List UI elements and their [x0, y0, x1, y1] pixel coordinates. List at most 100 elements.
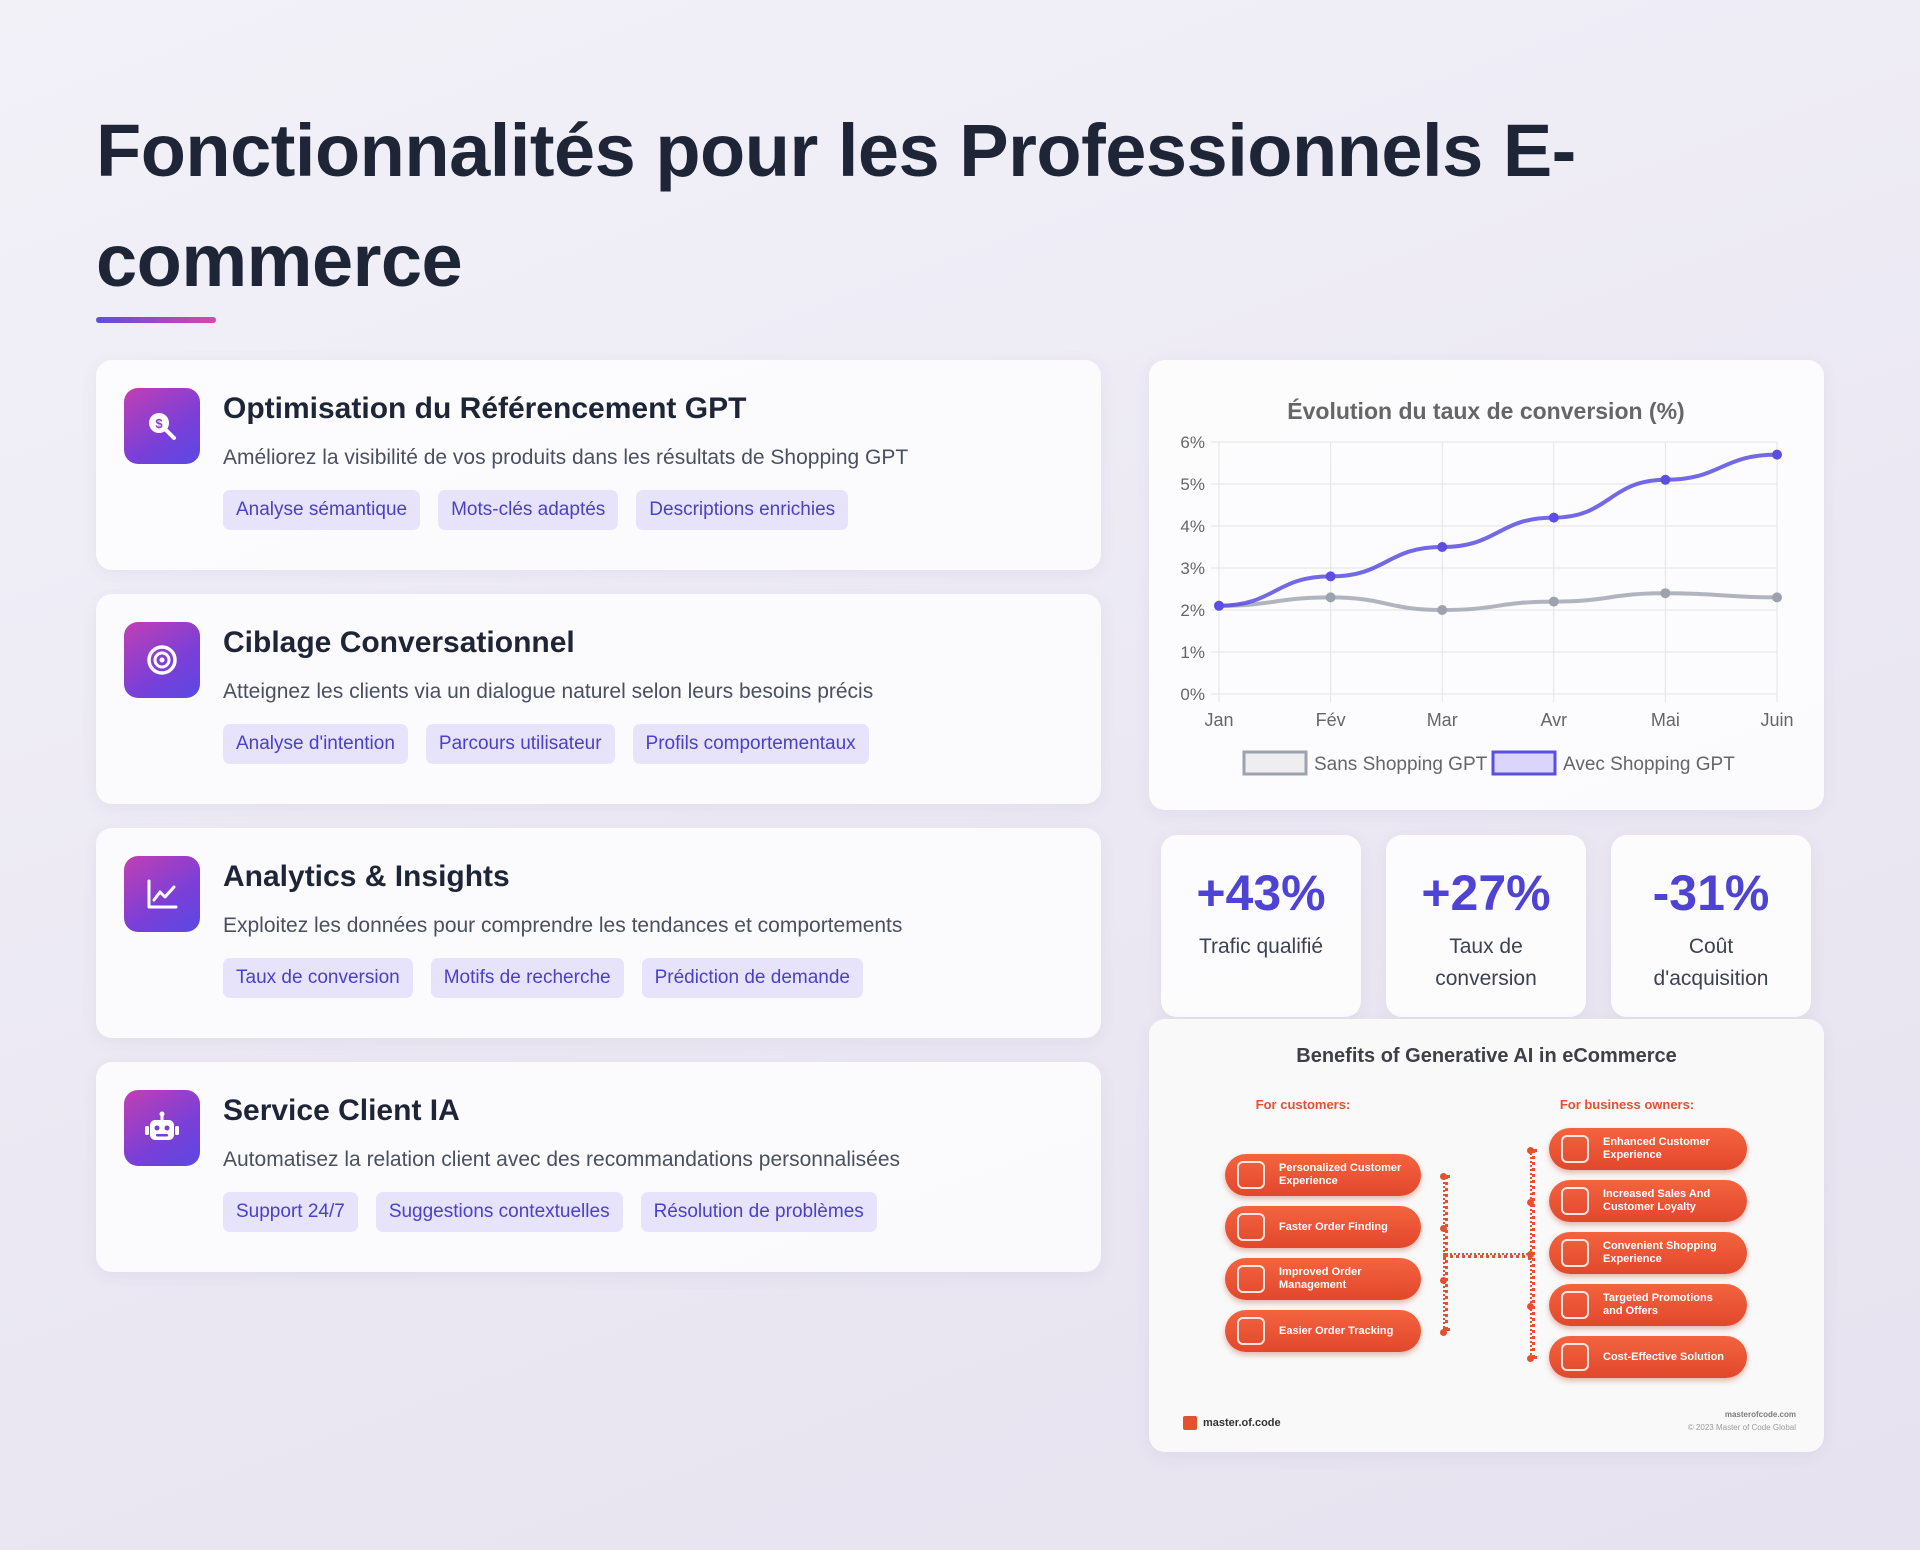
tag: Prédiction de demande — [641, 958, 863, 998]
pill-label: Easier Order Tracking — [1279, 1324, 1394, 1337]
footer-site: masterofcode.com — [1724, 1410, 1796, 1419]
data-point — [1325, 592, 1336, 603]
title-underline — [96, 317, 216, 323]
customer-benefit-pill: Personalized Customer Experience — [1225, 1154, 1421, 1196]
data-point — [1772, 592, 1782, 603]
sales-growth-icon — [1561, 1187, 1589, 1215]
pill-label: Cost-Effective Solution — [1603, 1350, 1725, 1363]
data-point — [1660, 588, 1671, 599]
y-tick-label: 0% — [1180, 685, 1205, 704]
tag-list: Analyse sémantique Mots-clés adaptés Des… — [223, 490, 849, 530]
brand-logo: master.of.code — [1183, 1416, 1281, 1430]
connector-dot — [1527, 1303, 1534, 1310]
stat-label: Trafic qualifié — [1198, 935, 1324, 958]
owner-benefit-pill: Cost-Effective Solution — [1549, 1336, 1747, 1378]
dollar-search-icon: $ — [124, 388, 200, 464]
feature-card-targeting: Ciblage Conversationnel Atteignez les cl… — [96, 594, 1101, 804]
infographic-title: Benefits of Generative AI in eCommerce — [1296, 1045, 1677, 1067]
data-point — [1548, 512, 1559, 523]
chart-title: Évolution du taux de conversion (%) — [1287, 397, 1684, 424]
order-management-icon — [1237, 1265, 1265, 1293]
data-point — [1325, 571, 1336, 582]
feature-description: Améliorez la visibilité de vos produits … — [223, 446, 909, 469]
pill-label: Increased Sales And Customer Loyalty — [1603, 1188, 1711, 1213]
owner-benefit-pill: Convenient Shopping Experience — [1549, 1232, 1747, 1274]
brand-mark-icon — [1183, 1416, 1197, 1430]
tag: Parcours utilisateur — [425, 724, 615, 764]
feature-description: Atteignez les clients via un dialogue na… — [223, 680, 874, 703]
feature-title: Optimisation du Référencement GPT — [223, 392, 747, 425]
connector-dot — [1527, 1199, 1534, 1206]
tag-list: Analyse d'intention Parcours utilisateur… — [223, 724, 869, 764]
data-point — [1437, 605, 1448, 615]
chart-line-icon — [124, 856, 200, 932]
brand-name: master.of.code — [1203, 1417, 1281, 1429]
pill-label: Targeted Promotions and Offers — [1603, 1292, 1713, 1317]
data-point — [1437, 542, 1448, 552]
customers-heading: For customers: — [1255, 1097, 1351, 1112]
stat-card-acquisition: -31% Coût d'acquisition — [1611, 835, 1811, 1017]
target-icon — [124, 622, 200, 698]
legend-swatch — [1242, 750, 1308, 776]
y-tick-label: 2% — [1180, 601, 1205, 620]
data-point — [1548, 596, 1559, 607]
y-tick-label: 4% — [1180, 517, 1205, 536]
infographic-footer: masterofcode.com © 2023 Master of Code G… — [1688, 1408, 1796, 1434]
page-title: Fonctionnalités pour les Professionnels … — [96, 109, 1576, 302]
tag-list: Support 24/7 Suggestions contextuelles R… — [223, 1192, 877, 1232]
conversion-line-chart: Évolution du taux de conversion (%) 0% 1%… — [1180, 397, 1794, 776]
connector-dot — [1527, 1251, 1534, 1258]
feature-card-seo: $ Optimisation du Référencement GPT Amél… — [96, 360, 1101, 570]
tag: Taux de conversion — [223, 958, 413, 998]
robot-icon — [124, 1090, 200, 1166]
pill-label: Improved Order Management — [1279, 1266, 1362, 1291]
feature-title: Service Client IA — [223, 1094, 460, 1127]
stat-card-conversion: +27% Taux de conversion — [1386, 835, 1586, 1017]
order-search-icon — [1237, 1213, 1265, 1241]
stat-value: -31% — [1652, 865, 1770, 921]
genai-benefits-infographic: Benefits of Generative AI in eCommerce F… — [1149, 1019, 1824, 1452]
x-tick-label: Avr — [1540, 710, 1567, 730]
feature-title: Ciblage Conversationnel — [223, 626, 575, 659]
x-tick-label: Mai — [1651, 710, 1680, 730]
tag: Mots-clés adaptés — [438, 490, 619, 530]
tag: Profils comportementaux — [632, 724, 869, 764]
pill-label: Convenient Shopping Experience — [1603, 1240, 1717, 1265]
conversion-chart-card: Évolution du taux de conversion (%) 0% 1%… — [1149, 360, 1824, 810]
tag: Motifs de recherche — [430, 958, 624, 998]
data-point — [1214, 600, 1224, 611]
tag: Support 24/7 — [223, 1192, 358, 1232]
connector-dot — [1527, 1147, 1534, 1154]
feature-description: Exploitez les données pour comprendre le… — [223, 914, 903, 937]
cost-icon — [1561, 1343, 1589, 1371]
connector-dot — [1440, 1225, 1447, 1232]
tag: Résolution de problèmes — [640, 1192, 877, 1232]
y-tick-label: 1% — [1180, 643, 1205, 662]
pill-label: Faster Order Finding — [1279, 1220, 1388, 1233]
connector-dot — [1527, 1355, 1534, 1362]
stat-label: Coût d'acquisition — [1653, 935, 1769, 990]
customer-benefit-pill: Faster Order Finding — [1225, 1206, 1421, 1248]
customer-experience-icon — [1561, 1135, 1589, 1163]
tracking-icon — [1237, 1317, 1265, 1345]
connector-dot — [1440, 1329, 1447, 1336]
x-tick-label: Juin — [1760, 710, 1793, 730]
owner-benefit-pill: Increased Sales And Customer Loyalty — [1549, 1180, 1747, 1222]
pill-label: Personalized Customer Experience — [1279, 1162, 1402, 1187]
stat-value: +43% — [1196, 865, 1326, 921]
data-point — [1772, 449, 1782, 460]
series-line-without-gpt — [1218, 591, 1778, 613]
customer-benefit-pill: Easier Order Tracking — [1225, 1310, 1421, 1352]
y-tick-label: 5% — [1180, 475, 1205, 494]
shopping-icon — [1561, 1239, 1589, 1267]
personalization-icon — [1237, 1161, 1265, 1189]
tag-list: Taux de conversion Motifs de recherche P… — [223, 958, 863, 998]
legend-label: Sans Shopping GPT — [1314, 754, 1488, 775]
feature-card-ai-support: Service Client IA Automatisez la relatio… — [96, 1062, 1101, 1272]
x-tick-label: Fév — [1316, 710, 1346, 730]
tag: Analyse sémantique — [223, 490, 421, 530]
tag: Suggestions contextuelles — [375, 1192, 623, 1232]
legend-label: Avec Shopping GPT — [1563, 754, 1735, 775]
owners-heading: For business owners: — [1559, 1097, 1695, 1112]
series-line-with-gpt — [1218, 452, 1778, 608]
